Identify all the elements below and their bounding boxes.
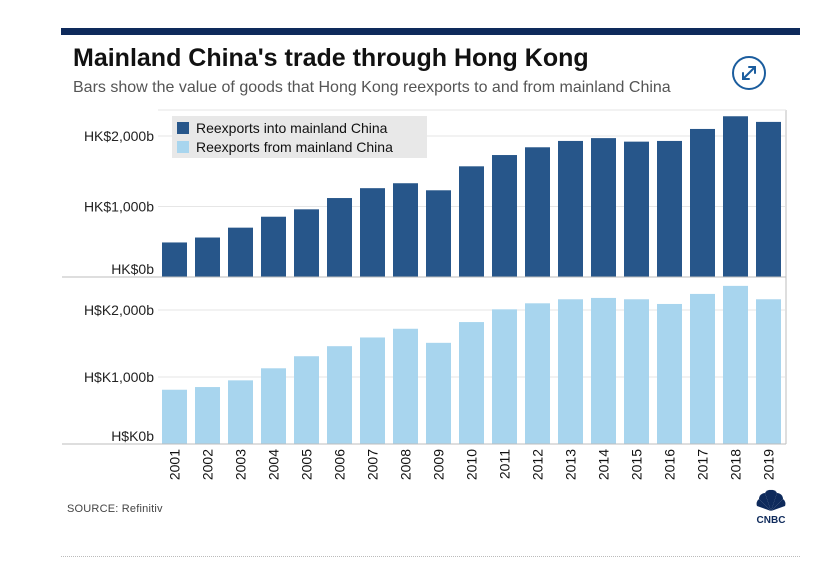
expand-button[interactable] <box>732 56 766 90</box>
bar-into-2005 <box>294 209 319 277</box>
bar-into-2016 <box>657 140 682 277</box>
x-tick-label: 2002 <box>200 449 216 480</box>
x-tick-label: 2005 <box>299 449 315 480</box>
bar-into-2012 <box>525 147 550 277</box>
bar-from-2007 <box>360 337 385 444</box>
x-tick-label: 2006 <box>332 449 348 480</box>
x-axis: 2001 2002 2003 2004 2005 2006 2007 2008 2009 2010… <box>158 109 787 480</box>
bar-into-2008 <box>393 183 418 277</box>
x-tick-label: 2016 <box>662 449 678 480</box>
bar-from-2006 <box>327 346 352 444</box>
bar-from-2012 <box>525 303 550 444</box>
x-tick-label: 2003 <box>233 449 249 480</box>
x-tick-label: 2011 <box>497 449 513 479</box>
panel-into-china: HK$0b HK$1,000b HK$2,000b <box>62 116 786 278</box>
x-tick-label: 2018 <box>728 449 744 480</box>
bar-into-2014 <box>591 138 616 277</box>
bar-from-2013 <box>558 299 583 444</box>
bar-from-2019 <box>756 299 781 444</box>
bar-into-2001 <box>162 242 187 277</box>
bar-from-2014 <box>591 297 616 444</box>
logo-text: CNBC <box>757 515 786 525</box>
bar-into-2013 <box>558 140 583 277</box>
y-tick-label: H$K1,000b <box>84 369 154 385</box>
bar-from-2016 <box>657 303 682 444</box>
cnbc-logo: CNBC <box>745 489 797 526</box>
bar-into-2017 <box>690 128 715 277</box>
x-tick-label: 2013 <box>563 449 579 480</box>
bar-from-2010 <box>459 322 484 444</box>
y-tick-label: HK$0b <box>111 261 154 277</box>
bar-into-2011 <box>492 155 517 277</box>
legend-label-into: Reexports into mainland China <box>196 120 388 136</box>
bar-from-2018 <box>723 285 748 444</box>
bar-into-2007 <box>360 188 385 277</box>
bar-into-2015 <box>624 141 649 277</box>
bottom-rule <box>61 556 800 557</box>
bar-from-2015 <box>624 299 649 444</box>
bar-from-2003 <box>228 380 253 444</box>
bar-from-2009 <box>426 342 451 444</box>
x-tick-label: 2019 <box>761 449 777 480</box>
panel-from-china: H$K0b H$K1,000b H$K2,000b <box>62 285 786 445</box>
chart-subtitle: Bars show the value of goods that Hong K… <box>73 79 671 96</box>
x-tick-label: 2012 <box>530 449 546 480</box>
y-tick-label: H$K0b <box>111 428 154 444</box>
legend-swatch-from <box>177 141 189 153</box>
x-tick-label: 2010 <box>464 449 480 480</box>
x-tick-label: 2009 <box>431 449 447 480</box>
bar-from-2011 <box>492 309 517 444</box>
bar-from-2017 <box>690 293 715 444</box>
top-rule <box>61 28 800 35</box>
legend-swatch-into <box>177 122 189 134</box>
x-tick-label: 2001 <box>167 449 183 480</box>
peacock-icon: CNBC <box>757 489 786 526</box>
legend-item-from: Reexports from mainland China <box>177 139 393 157</box>
bar-into-2019 <box>756 121 781 278</box>
y-tick-label: HK$1,000b <box>84 199 154 215</box>
x-tick-label: 2008 <box>398 449 414 480</box>
bar-from-2005 <box>294 356 319 444</box>
bar-into-2018 <box>723 116 748 277</box>
bar-into-2006 <box>327 198 352 277</box>
source-note: SOURCE: Refinitiv <box>67 503 163 515</box>
legend-label-from: Reexports from mainland China <box>196 139 393 155</box>
chart-title: Mainland China's trade through Hong Kong <box>73 44 589 72</box>
y-tick-label: H$K2,000b <box>84 302 154 318</box>
x-tick-label: 2004 <box>266 449 282 480</box>
bar-from-2004 <box>261 368 286 444</box>
bar-from-2008 <box>393 328 418 444</box>
x-tick-label: 2017 <box>695 449 711 480</box>
bar-into-2004 <box>261 216 286 277</box>
bar-into-2002 <box>195 237 220 277</box>
y-tick-label: HK$2,000b <box>84 128 154 144</box>
x-tick-label: 2007 <box>365 449 381 480</box>
bar-from-2001 <box>162 389 187 444</box>
bar-into-2003 <box>228 227 253 277</box>
x-tick-label: 2015 <box>629 449 645 480</box>
expand-arrows-icon <box>742 66 756 80</box>
legend: Reexports into mainland China Reexports … <box>172 116 427 158</box>
bar-from-2002 <box>195 387 220 444</box>
bar-into-2009 <box>426 190 451 277</box>
legend-item-into: Reexports into mainland China <box>177 120 387 138</box>
x-tick-label: 2014 <box>596 449 612 480</box>
bar-into-2010 <box>459 166 484 277</box>
